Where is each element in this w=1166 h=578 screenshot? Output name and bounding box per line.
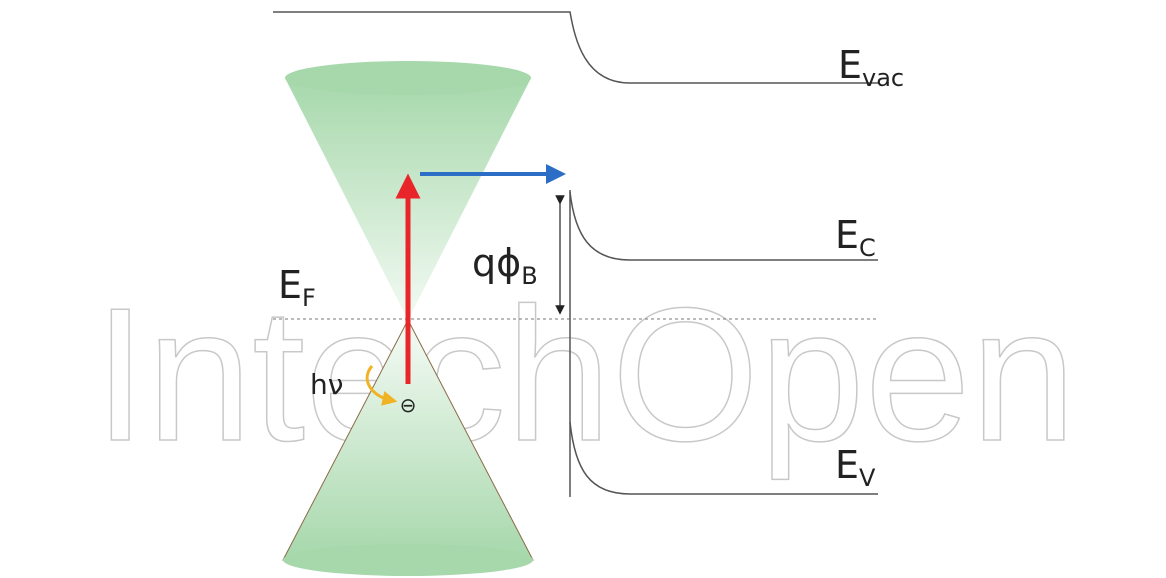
barrier-label: qϕB	[472, 241, 538, 290]
watermark: IntechOpen	[94, 269, 1076, 481]
conduction-band	[570, 192, 878, 260]
electron: ⊖	[400, 393, 417, 417]
conduction-label: EC	[835, 213, 876, 262]
upper-cone-top	[285, 61, 531, 95]
photon-label: hν	[310, 368, 343, 401]
lower-cone-bottom	[283, 544, 533, 576]
diagram: IntechOpen Evac EC EF EV qϕB hν ⊖	[0, 0, 1166, 578]
vacuum-label: Evac	[838, 43, 904, 92]
